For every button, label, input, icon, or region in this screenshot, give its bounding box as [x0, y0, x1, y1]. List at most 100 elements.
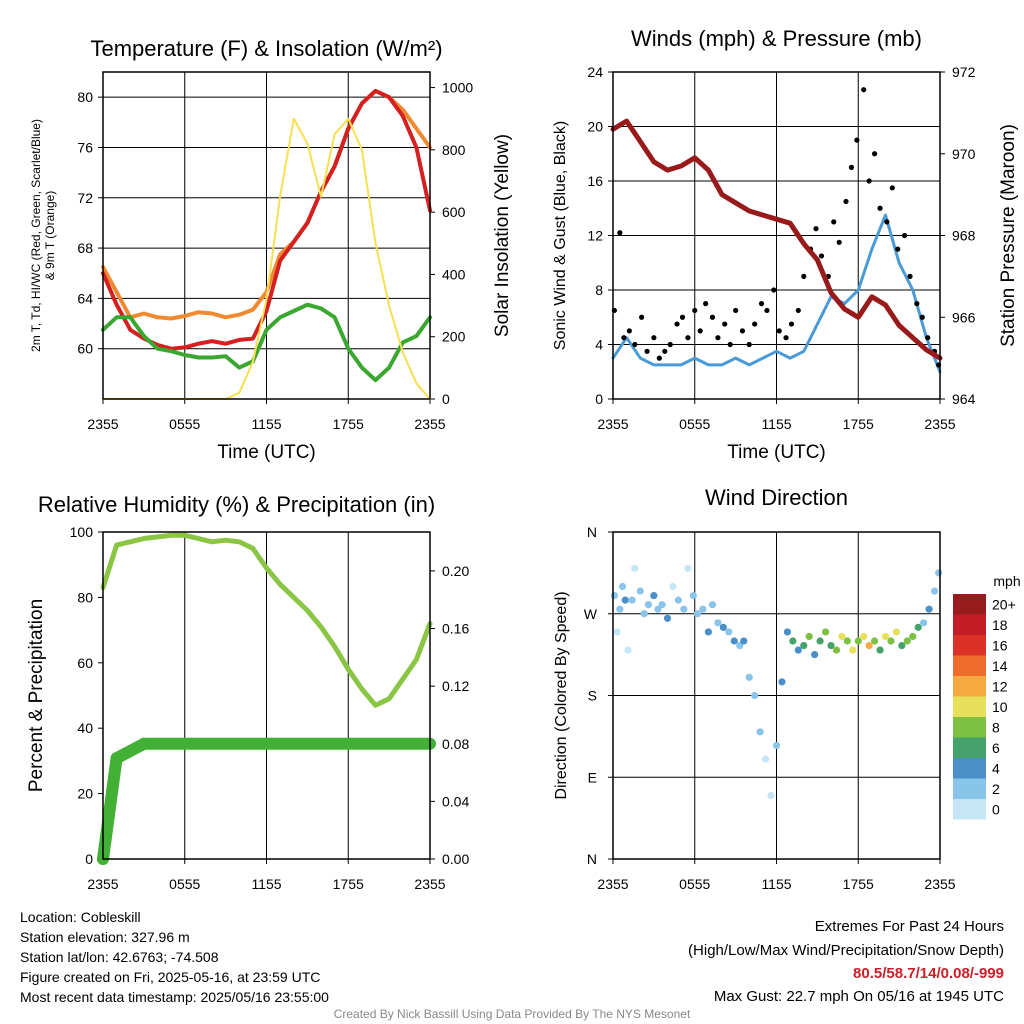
- gust-point: [877, 205, 883, 211]
- gust-point: [709, 314, 716, 320]
- direction-point: [624, 646, 632, 654]
- y-tick-label: 12: [587, 228, 603, 244]
- direction-point: [756, 728, 764, 736]
- x-tick-label: 2355: [87, 416, 118, 432]
- direction-point: [935, 569, 943, 577]
- direction-point: [871, 637, 879, 645]
- x-tick-label: 0555: [169, 416, 200, 432]
- gust-point: [644, 348, 650, 354]
- y2-axis-label: Solar Insolation (Yellow): [492, 134, 513, 337]
- direction-point: [699, 605, 707, 613]
- direction-point: [821, 628, 830, 636]
- colorbar-tick-label: 6: [992, 740, 1000, 756]
- plot-border: [102, 71, 431, 400]
- x-tick-label: 0555: [679, 416, 710, 432]
- chart-title: Relative Humidity (%) & Precipitation (i…: [38, 492, 435, 517]
- colorbar-tick-label: 8: [992, 719, 1000, 735]
- y2-tick-label: 972: [952, 64, 976, 80]
- direction-point: [789, 637, 797, 645]
- gust-point: [746, 341, 752, 348]
- gust-point: [836, 239, 842, 245]
- gust-point: [626, 328, 632, 334]
- y-tick-label: E: [588, 769, 597, 785]
- y2-tick-label: 968: [952, 228, 976, 244]
- colorbar-tick-label: 14: [992, 658, 1008, 674]
- y2-tick-label: 0.00: [442, 851, 469, 867]
- direction-point: [636, 587, 644, 595]
- direction-point: [811, 651, 819, 659]
- direction-point: [838, 632, 846, 641]
- direction-point: [674, 596, 683, 604]
- gust-point: [674, 321, 680, 327]
- y-tick-label: 68: [77, 240, 93, 256]
- colorbar-swatch: [953, 676, 986, 697]
- colorbar-swatch: [953, 717, 986, 738]
- gust-point: [667, 341, 673, 348]
- direction-point: [783, 628, 792, 636]
- precip-point: [110, 752, 123, 765]
- extremes-values: 80.5/58.7/14/0.08/-999: [853, 965, 1004, 982]
- gust-point: [621, 335, 627, 341]
- x-tick-label: 2355: [924, 416, 955, 432]
- plot-border: [612, 531, 941, 860]
- colorbar-swatch: [953, 655, 986, 676]
- direction-point: [860, 632, 868, 641]
- series-line-temp_red: [101, 88, 432, 351]
- y2-tick-label: 0.16: [442, 621, 469, 637]
- direction-point: [631, 564, 639, 572]
- colorbar-tick-label: 2: [992, 781, 1000, 797]
- x-tick-label: 1755: [843, 416, 874, 432]
- gust-point: [843, 198, 849, 205]
- direction-point: [689, 591, 697, 600]
- colorbar-tick-label: 16: [992, 637, 1008, 653]
- colorbar-swatch: [953, 737, 986, 758]
- direction-point: [704, 628, 712, 636]
- extremes-subtitle: (High/Low/Max Wind/Precipitation/Snow De…: [688, 942, 1004, 959]
- colorbar-swatch: [953, 635, 986, 656]
- direction-point: [892, 628, 901, 636]
- gust-point: [632, 341, 638, 348]
- chart-title: Temperature (F) & Insolation (W/m²): [90, 36, 442, 61]
- y-tick-label: N: [587, 524, 597, 540]
- direction-point: [887, 637, 895, 645]
- y-tick-label: 100: [70, 524, 94, 540]
- x-tick-label: 0555: [169, 876, 200, 892]
- direction-point: [628, 596, 636, 604]
- colorbar-tick-label: 12: [992, 678, 1008, 694]
- y-tick-label: 60: [77, 341, 93, 357]
- direction-point: [610, 591, 618, 600]
- figure-created: Figure created on Fri, 2025-05-16, at 23…: [20, 969, 321, 985]
- station-latlon: Station lat/lon: 42.6763; -74.508: [20, 949, 219, 965]
- y-axis-label-line2: & 9m T (Orange): [43, 191, 57, 281]
- gust-point: [758, 301, 765, 307]
- y-tick-label: S: [588, 688, 597, 704]
- y-tick-label: 8: [595, 282, 603, 298]
- humidity-precipitation-panel: Relative Humidity (%) & Precipitation (i…: [26, 492, 469, 892]
- direction-point: [658, 601, 666, 609]
- colorbar-swatch: [953, 614, 986, 635]
- colorbar-tick-label: 20+: [992, 596, 1016, 612]
- credit-line: Created By Nick Bassill Using Data Provi…: [333, 1007, 691, 1021]
- y-tick-label: N: [587, 851, 597, 867]
- direction-point: [930, 587, 939, 595]
- direction-point: [680, 605, 688, 613]
- gust-point: [733, 307, 739, 314]
- colorbar-tick-label: 18: [992, 617, 1008, 633]
- direction-point: [725, 628, 733, 636]
- direction-point: [714, 619, 722, 627]
- direction-point: [762, 755, 770, 763]
- gust-point: [662, 348, 668, 354]
- y-axis-label: Percent & Precipitation: [26, 599, 47, 792]
- x-tick-label: 1155: [251, 416, 281, 432]
- y2-tick-label: 964: [952, 391, 976, 407]
- y2-tick-label: 200: [442, 329, 466, 345]
- direction-point: [914, 623, 922, 631]
- direction-point: [909, 632, 917, 641]
- y2-tick-label: 0.08: [442, 736, 469, 752]
- chart-title: Wind Direction: [705, 485, 848, 510]
- direction-point: [920, 619, 928, 627]
- direction-point: [640, 610, 648, 618]
- direction-point: [621, 596, 629, 604]
